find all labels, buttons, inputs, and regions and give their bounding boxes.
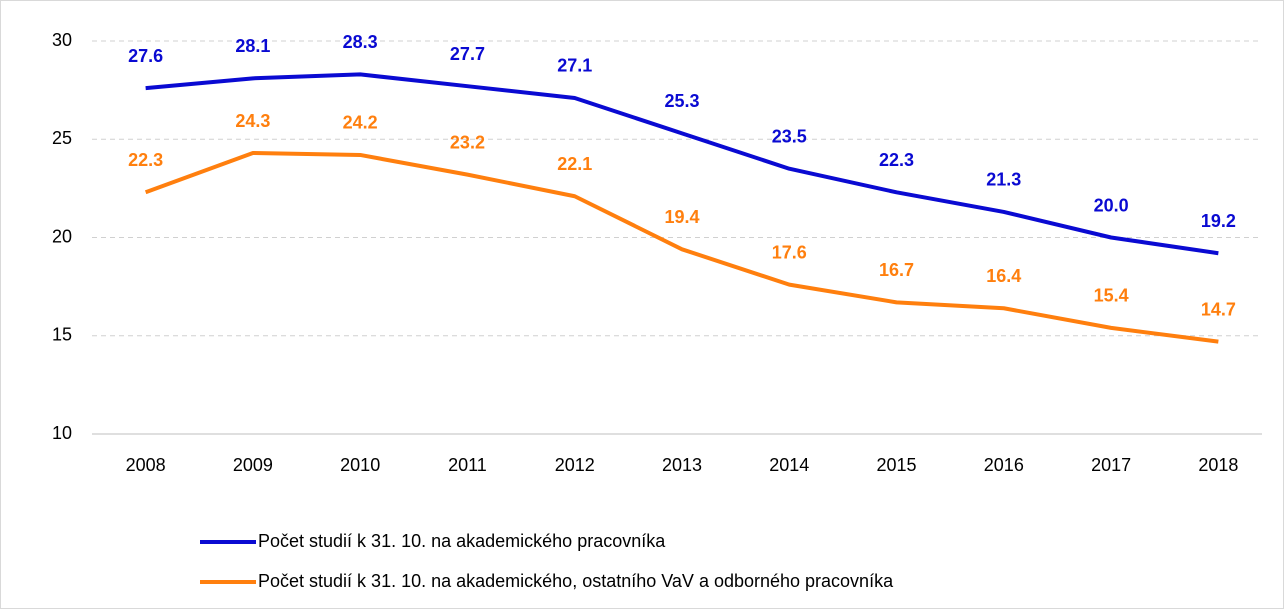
data-label: 27.1 — [557, 56, 592, 76]
y-tick-label: 15 — [52, 325, 72, 345]
data-label: 16.7 — [879, 260, 914, 280]
data-label: 27.6 — [128, 46, 163, 66]
data-label: 23.5 — [772, 126, 807, 146]
legend-label: Počet studií k 31. 10. na akademického p… — [258, 531, 666, 551]
x-tick-label: 2016 — [984, 455, 1024, 475]
data-label: 22.1 — [557, 154, 592, 174]
data-label: 24.3 — [235, 111, 270, 131]
y-tick-label: 30 — [52, 30, 72, 50]
data-label: 28.3 — [343, 32, 378, 52]
y-tick-label: 25 — [52, 128, 72, 148]
data-label: 28.1 — [235, 36, 270, 56]
data-label: 15.4 — [1094, 286, 1129, 306]
x-tick-label: 2014 — [769, 455, 809, 475]
data-label: 16.4 — [986, 266, 1021, 286]
x-tick-label: 2018 — [1198, 455, 1238, 475]
data-label: 22.3 — [879, 150, 914, 170]
series-line — [144, 151, 1219, 344]
x-tick-label: 2015 — [877, 455, 917, 475]
data-label: 21.3 — [986, 170, 1021, 190]
x-tick-label: 2008 — [126, 455, 166, 475]
x-tick-label: 2013 — [662, 455, 702, 475]
data-label: 23.2 — [450, 132, 485, 152]
y-tick-label: 20 — [52, 226, 72, 246]
data-label: 17.6 — [772, 242, 807, 262]
y-tick-label: 10 — [52, 423, 72, 443]
data-label: 22.3 — [128, 150, 163, 170]
data-label: 14.7 — [1201, 299, 1236, 319]
data-label: 27.7 — [450, 44, 485, 64]
x-tick-label: 2010 — [340, 455, 380, 475]
data-label: 20.0 — [1094, 195, 1129, 215]
x-tick-label: 2011 — [448, 455, 487, 475]
x-tick-label: 2012 — [555, 455, 595, 475]
data-label: 25.3 — [664, 91, 699, 111]
data-label: 19.4 — [664, 207, 699, 227]
x-tick-label: 2009 — [233, 455, 273, 475]
legend-label: Počet studií k 31. 10. na akademického, … — [258, 571, 894, 591]
x-tick-label: 2017 — [1091, 455, 1131, 475]
series-line — [145, 72, 1219, 256]
data-label: 24.2 — [343, 113, 378, 133]
data-label: 19.2 — [1201, 211, 1236, 231]
